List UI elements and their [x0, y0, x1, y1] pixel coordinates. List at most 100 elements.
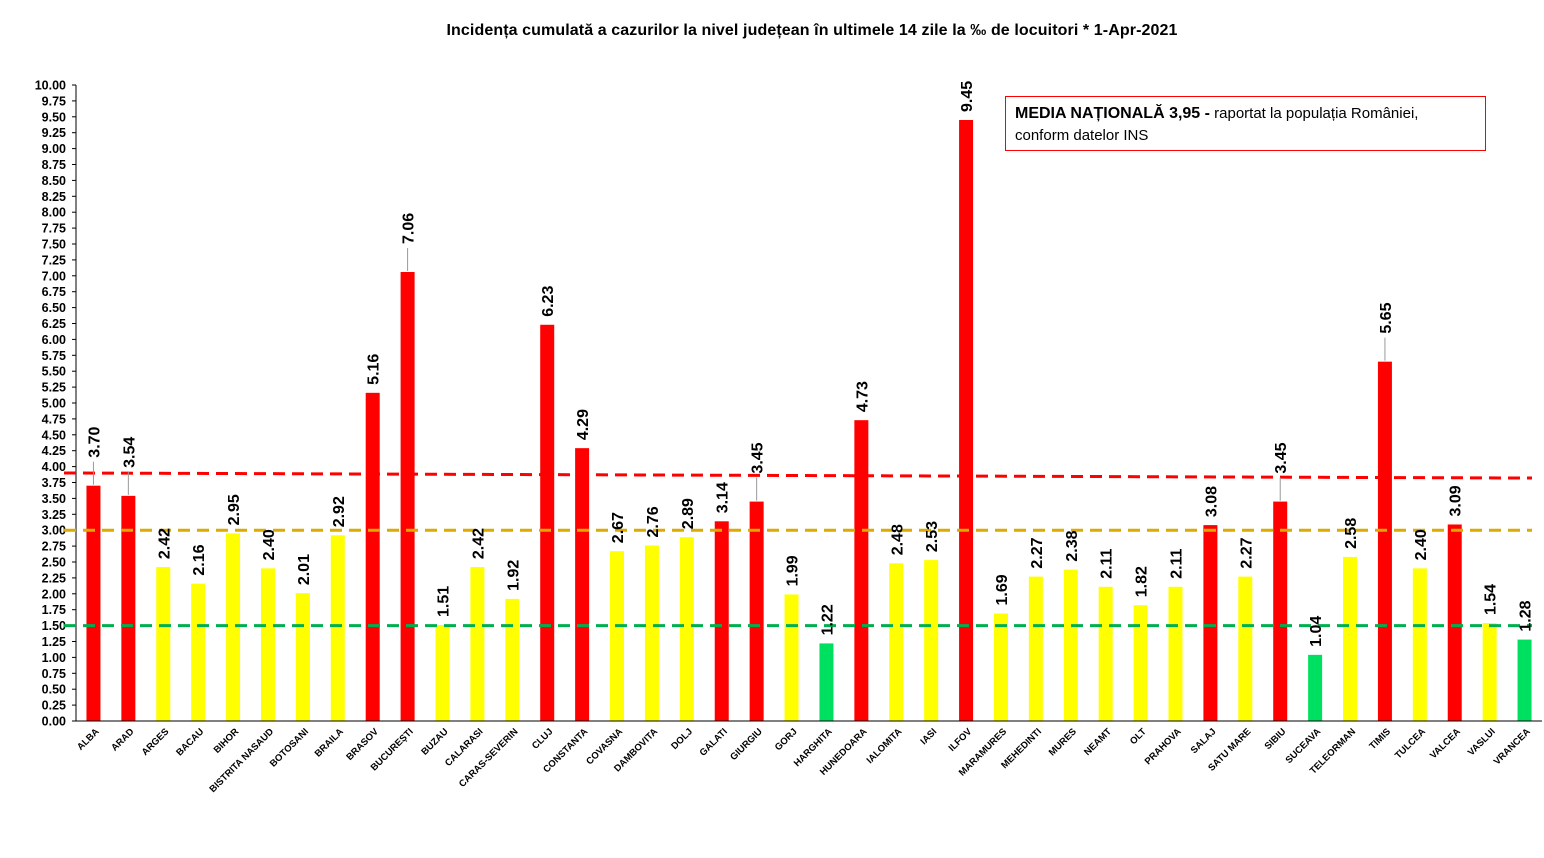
y-tick-label: 2.75: [42, 540, 66, 554]
data-label: 2.27: [1238, 537, 1255, 568]
x-tick-label: SALAJ: [1189, 726, 1219, 756]
y-tick-label: 7.25: [42, 253, 66, 267]
bar-brasov: [365, 392, 380, 721]
data-label: 3.14: [715, 482, 732, 513]
x-tick-label: ARGES: [140, 726, 172, 758]
data-label: 1.92: [505, 560, 522, 591]
bar-neamt: [1098, 586, 1113, 721]
x-tick-label: ARAD: [109, 726, 136, 753]
y-tick-label: 6.25: [42, 317, 66, 331]
data-label: 2.16: [191, 544, 208, 575]
data-label: 6.23: [540, 286, 557, 317]
y-tick-label: 9.50: [42, 110, 66, 124]
data-label: 2.76: [645, 506, 662, 537]
y-tick-label: 1.50: [42, 619, 66, 633]
y-axis: 0.00 0.25 0.50 0.75 1.00 1.25 1.50 1.75 2.00 2.25…: [35, 79, 77, 729]
data-label: 2.42: [470, 528, 487, 559]
bar-teleorman: [1343, 556, 1358, 721]
data-label: 1.69: [994, 574, 1011, 605]
x-tick-label: SIBIU: [1263, 726, 1289, 752]
data-label: 9.45: [959, 81, 976, 112]
bar-olt: [1133, 605, 1148, 721]
y-tick-label: 8.00: [42, 206, 66, 220]
red-line: [63, 471, 1533, 480]
bar-prahova: [1168, 586, 1183, 721]
x-tick-label: ALBA: [75, 726, 102, 753]
bar-caras-severin: [505, 598, 520, 721]
y-tick-label: 8.50: [42, 174, 66, 188]
bar-hunedoara: [854, 420, 869, 721]
y-tick-label: 3.75: [42, 476, 66, 490]
bar-cluj: [540, 324, 555, 721]
x-tick-label: BISTRITA NASAUD: [207, 726, 276, 795]
x-tick-label: BUZAU: [419, 726, 450, 757]
y-tick-label: 6.00: [42, 333, 66, 347]
bar-vrancea: [1517, 639, 1532, 721]
bar-iasi: [924, 560, 939, 721]
x-tick-label: BIHOR: [212, 726, 242, 756]
bar-valcea: [1447, 524, 1462, 721]
data-label: 3.08: [1203, 486, 1220, 517]
y-tick-label: 4.75: [42, 412, 66, 426]
bar-bacau: [191, 583, 206, 721]
data-label: 2.42: [156, 528, 173, 559]
y-tick-label: 0.50: [42, 683, 66, 697]
data-label: 5.16: [366, 354, 383, 385]
bar-arad: [121, 495, 136, 721]
x-tick-label: ILFOV: [947, 726, 975, 754]
bar-harghita: [819, 643, 834, 721]
bar-timis: [1377, 361, 1392, 721]
x-tick-label: NEAMT: [1082, 726, 1114, 758]
bar-gorj: [784, 594, 799, 721]
bar-sibiu: [1273, 501, 1288, 721]
y-tick-label: 4.50: [42, 428, 66, 442]
data-label: 2.92: [331, 496, 348, 527]
data-label: 2.48: [889, 524, 906, 555]
data-label: 2.58: [1343, 518, 1360, 549]
national-average-box: MEDIA NAȚIONALĂ 3,95 - raportat la popul…: [1005, 96, 1486, 151]
data-label: 7.06: [401, 213, 418, 244]
data-label: 3.70: [86, 426, 103, 457]
data-label: 2.67: [610, 512, 627, 543]
label-leaders: [92, 247, 1386, 501]
y-tick-label: 5.75: [42, 349, 66, 363]
y-tick-label: 10.00: [35, 79, 66, 93]
bar-mehedinti: [1028, 576, 1043, 721]
data-labels: 3.70 3.54 2.42 2.16 2.95 2.40 2.01 2.92 5.16 7.06…: [86, 81, 1534, 647]
y-tick-label: 4.25: [42, 444, 66, 458]
data-label: 3.45: [1273, 442, 1290, 473]
data-label: 3.09: [1448, 485, 1465, 516]
data-label: 3.45: [750, 442, 767, 473]
bar-galati: [714, 521, 729, 721]
x-tick-label: VRANCEA: [1492, 726, 1533, 767]
y-tick-label: 1.75: [42, 603, 66, 617]
x-tick-label: IASI: [918, 726, 939, 747]
bar-constanta: [575, 448, 590, 721]
bar-calarasi: [470, 567, 485, 721]
data-label: 1.99: [785, 555, 802, 586]
y-tick-label: 8.75: [42, 158, 66, 172]
bar-ialomita: [889, 563, 904, 721]
bar-bihor: [226, 533, 241, 721]
y-tick-label: 2.25: [42, 571, 66, 585]
y-tick-label: 3.00: [42, 524, 66, 538]
x-tick-label: TULCEA: [1393, 726, 1428, 761]
bar-botosani: [295, 593, 310, 721]
data-label: 1.51: [436, 586, 453, 617]
bar-braila: [330, 535, 345, 721]
bars-group: [86, 119, 1532, 722]
y-tick-label: 1.25: [42, 635, 66, 649]
y-tick-label: 9.00: [42, 142, 66, 156]
y-tick-label: 0.25: [42, 699, 66, 713]
y-tick-label: 2.00: [42, 587, 66, 601]
y-tick-label: 5.00: [42, 397, 66, 411]
y-tick-label: 2.50: [42, 556, 66, 570]
data-label: 2.40: [261, 529, 278, 560]
y-tick-label: 7.75: [42, 222, 66, 236]
data-label: 2.40: [1413, 529, 1430, 560]
y-tick-label: 3.25: [42, 508, 66, 522]
bar-satu-mare: [1238, 576, 1253, 721]
data-label: 2.38: [1064, 530, 1081, 561]
